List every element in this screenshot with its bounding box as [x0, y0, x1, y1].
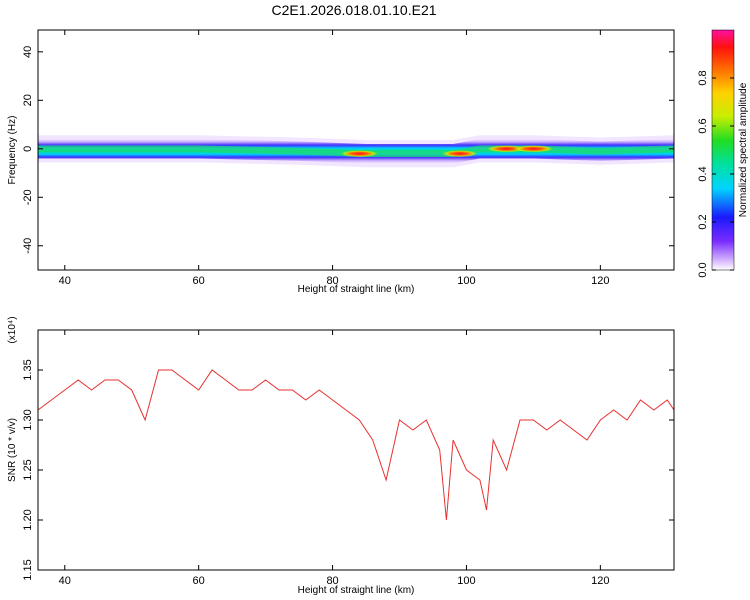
snr-y-label: SNR (10 * v/v) — [7, 418, 18, 482]
snr-y-ticks: 1.15 1.20 1.25 1.30 1.35 — [22, 359, 674, 581]
y-tick-label: 40 — [22, 46, 34, 58]
snr-frame — [37, 329, 675, 571]
chart-title: C2E1.2026.018.01.10.E21 — [271, 2, 436, 18]
colorbar-tick-label: 0.2 — [697, 214, 709, 229]
colorbar-tick-label: 0.6 — [697, 118, 709, 133]
colorbar-tick-label: 0.0 — [697, 262, 709, 277]
snr-x-label: Height of straight line (km) — [298, 585, 415, 596]
x-tick-label: 120 — [591, 275, 609, 287]
snr-panel: 40 60 80 100 120 1.15 1.20 1.25 1.30 1.35 Height… — [7, 316, 675, 596]
colorbar-ticks: 0.0 0.2 0.4 0.6 0.8 — [697, 70, 734, 278]
colorbar-scale — [711, 29, 735, 271]
colorbar-label: Normalized spectral amplitude — [738, 82, 749, 217]
x-tick-label: 100 — [457, 275, 475, 287]
x-tick-label: 80 — [326, 575, 338, 587]
x-tick-label: 120 — [591, 575, 609, 587]
x-tick-label: 80 — [326, 275, 338, 287]
snr-x-ticks: 40 60 80 100 120 — [59, 330, 610, 587]
spectrogram-frame — [37, 29, 675, 271]
y-tick-label: 1.15 — [22, 559, 34, 580]
x-tick-label: 100 — [457, 575, 475, 587]
spectral-peak — [441, 150, 479, 158]
y-tick-label: 20 — [22, 94, 34, 106]
x-tick-label: 40 — [59, 275, 71, 287]
spectral-peak — [339, 150, 380, 158]
y-tick-label: 1.30 — [22, 409, 34, 430]
x-tick-label: 40 — [59, 575, 71, 587]
spectrogram-panel: 40 60 80 100 120 -40 -20 0 20 40 Height of strai… — [7, 29, 675, 295]
snr-series-line — [38, 369, 674, 521]
y-tick-label: -20 — [22, 189, 34, 205]
spectrogram-x-label: Height of straight line (km) — [298, 284, 415, 295]
x-tick-label: 60 — [193, 575, 205, 587]
colorbar-tick-label: 0.8 — [697, 70, 709, 85]
y-tick-label: 1.35 — [22, 359, 34, 380]
spectrogram-y-label: Frequency (Hz) — [7, 116, 18, 185]
y-tick-label: 1.25 — [22, 459, 34, 480]
spectral-peaks — [339, 145, 555, 158]
spectral-peak — [512, 145, 555, 153]
x-tick-label: 60 — [193, 275, 205, 287]
spectrogram-x-ticks: 40 60 80 100 120 — [59, 30, 610, 287]
colorbar-tick-label: 0.4 — [697, 166, 709, 181]
spectrogram-y-ticks: -40 -20 0 20 40 — [22, 46, 674, 254]
colorbar: 0.0 0.2 0.4 0.6 0.8 Normalized spectral ampl… — [697, 29, 749, 278]
snr-y-multiplier: (x10⁴) — [7, 316, 18, 343]
y-tick-label: -40 — [22, 238, 34, 254]
y-tick-label: 0 — [22, 146, 34, 152]
y-tick-label: 1.20 — [22, 509, 34, 530]
